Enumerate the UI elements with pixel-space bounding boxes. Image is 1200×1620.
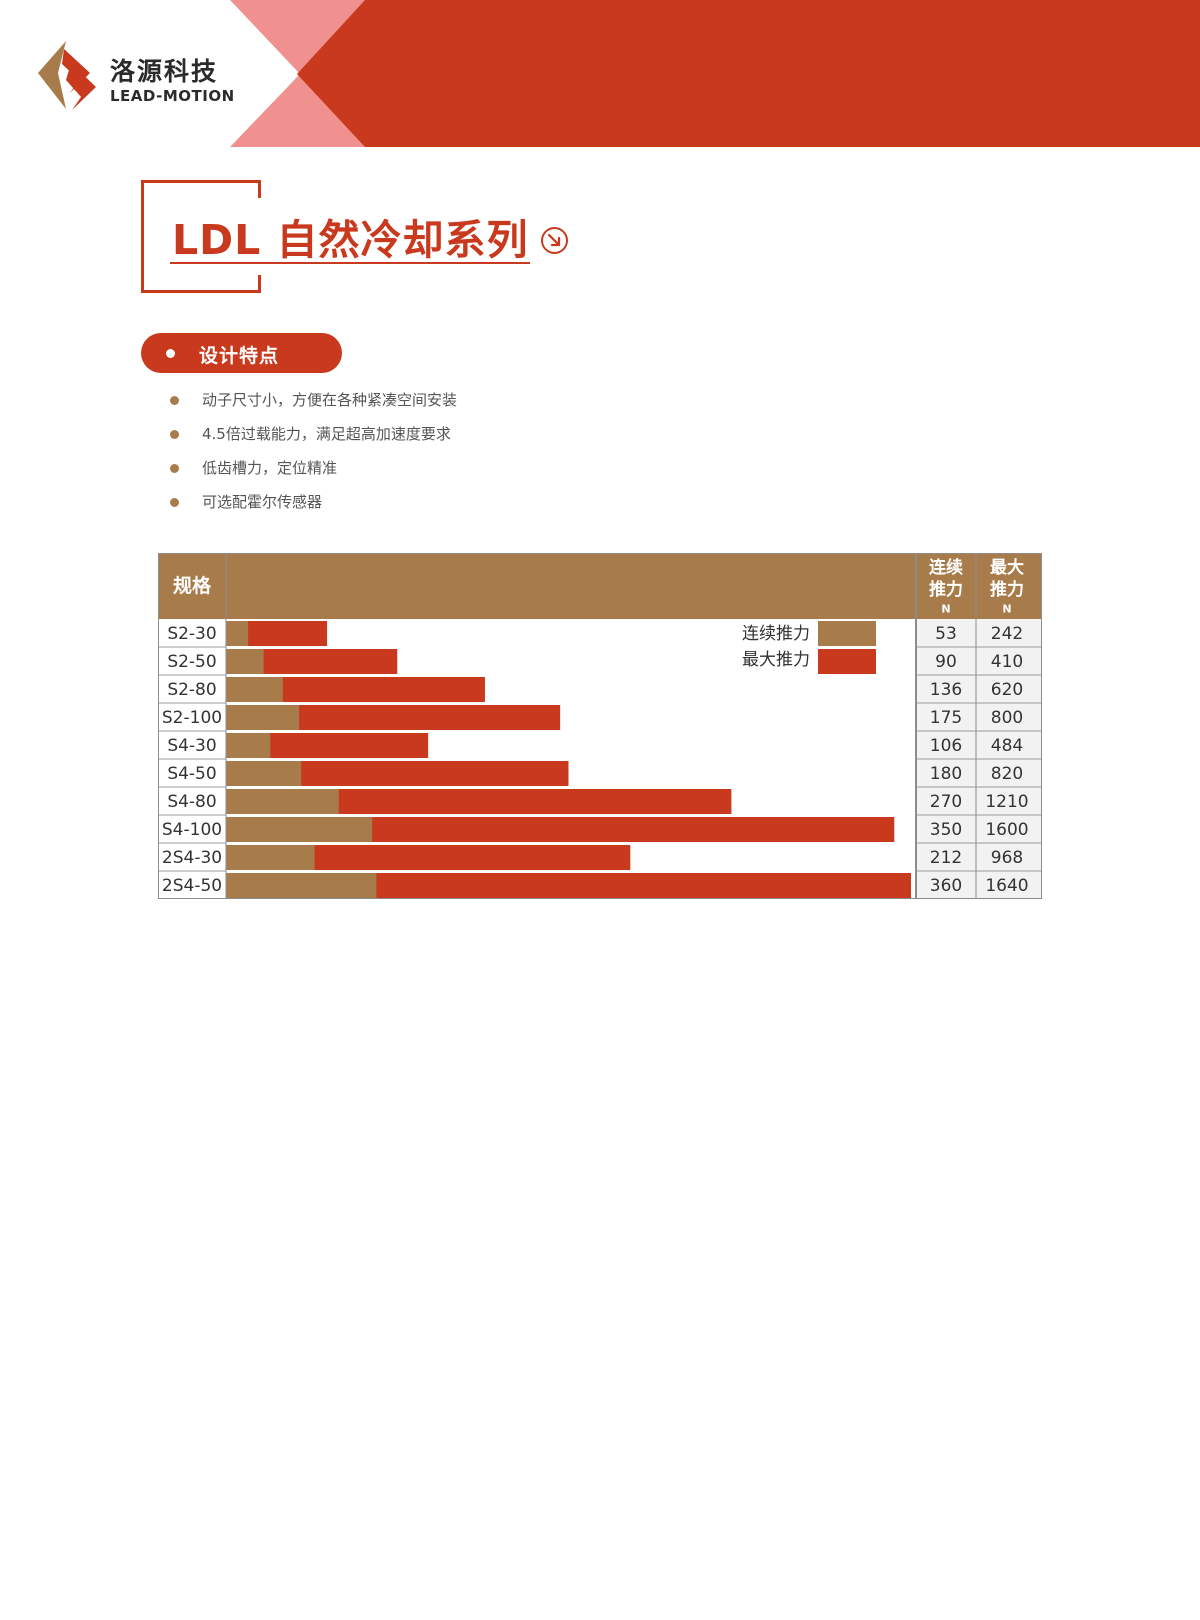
header-max-unit: N	[1002, 603, 1011, 616]
section-title-pill: 设计特点	[141, 333, 342, 373]
cont-thrust-value: 212	[930, 848, 962, 868]
arrow-down-right-icon	[541, 227, 568, 254]
row-spec-label: S2-30	[167, 624, 216, 644]
bullet-icon	[170, 464, 179, 473]
feature-item: 动子尺寸小，方便在各种紧凑空间安装	[165, 388, 965, 422]
chart-header	[158, 553, 1042, 619]
max-thrust-value: 800	[991, 708, 1023, 728]
brand-name-en: LEAD-MOTION	[110, 87, 235, 105]
row-spec-label: S2-50	[167, 652, 216, 672]
feature-text: 动子尺寸小，方便在各种紧凑空间安装	[202, 391, 458, 409]
bullet-icon	[170, 430, 179, 439]
row-spec-label: S4-100	[162, 820, 222, 840]
bar-cont-thrust	[226, 789, 339, 814]
header-spec: 规格	[173, 574, 212, 597]
cont-thrust-value: 180	[930, 764, 962, 784]
legend-label-cont: 连续推力	[742, 624, 810, 644]
row-spec-label: 2S4-30	[162, 848, 222, 868]
row-spec-label: S2-100	[162, 708, 222, 728]
max-thrust-value: 242	[991, 624, 1023, 644]
feature-item: 低齿槽力，定位精准	[165, 456, 965, 490]
legend-swatch-cont	[818, 621, 876, 646]
max-thrust-value: 820	[991, 764, 1023, 784]
legend-swatch-max	[818, 649, 876, 674]
bar-cont-thrust	[226, 677, 283, 702]
header-red-band	[297, 0, 1200, 147]
header-cont-line1: 连续	[929, 557, 963, 578]
feature-list: 动子尺寸小，方便在各种紧凑空间安装 4.5倍过载能力，满足超高加速度要求 低齿槽…	[165, 388, 965, 524]
max-thrust-value: 410	[991, 652, 1023, 672]
bullet-icon	[170, 498, 179, 507]
cont-thrust-value: 53	[935, 624, 957, 644]
brand-name-cn: 洛源科技	[110, 57, 219, 86]
feature-text: 低齿槽力，定位精准	[202, 459, 338, 477]
header-cont-unit: N	[941, 603, 950, 616]
bullet-icon	[170, 396, 179, 405]
max-thrust-value: 1600	[985, 820, 1028, 840]
bar-cont-thrust	[226, 873, 377, 898]
chart-border	[158, 553, 1042, 899]
max-thrust-value: 1640	[985, 876, 1028, 896]
feature-item: 4.5倍过载能力，满足超高加速度要求	[165, 422, 965, 456]
title-frame-tick-bottom	[258, 275, 261, 293]
max-thrust-value: 968	[991, 848, 1023, 868]
row-spec-label: S4-80	[167, 792, 216, 812]
cont-thrust-value: 136	[930, 680, 962, 700]
row-spec-label: S2-80	[167, 680, 216, 700]
bar-cont-thrust	[226, 705, 300, 730]
bar-cont-thrust	[226, 733, 271, 758]
max-thrust-value: 620	[991, 680, 1023, 700]
row-spec-label: S4-50	[167, 764, 216, 784]
header-max-line1: 最大	[990, 557, 1024, 578]
page-header: 洛源科技 LEAD-MOTION	[0, 0, 1200, 150]
row-spec-label: 2S4-50	[162, 876, 222, 896]
header-cont-line2: 推力	[929, 579, 963, 600]
section-bullet-icon	[166, 349, 175, 358]
feature-item: 可选配霍尔传感器	[165, 490, 965, 524]
row-spec-label: S4-30	[167, 736, 216, 756]
cont-thrust-value: 270	[930, 792, 962, 812]
title-frame-tick-top	[258, 180, 261, 198]
cont-thrust-value: 350	[930, 820, 962, 840]
bar-cont-thrust	[226, 761, 302, 786]
cont-thrust-value: 106	[930, 736, 962, 756]
bar-cont-thrust	[226, 649, 264, 674]
bar-cont-thrust	[226, 621, 249, 646]
legend-label-max: 最大推力	[742, 650, 810, 670]
section-title: 设计特点	[199, 345, 280, 367]
cont-thrust-value: 90	[935, 652, 957, 672]
max-thrust-value: 484	[991, 736, 1023, 756]
series-title: LDL 自然冷却系列	[172, 216, 529, 264]
feature-text: 可选配霍尔传感器	[202, 493, 323, 511]
bar-cont-thrust	[226, 845, 315, 870]
title-frame	[141, 180, 261, 293]
bar-cont-thrust	[226, 817, 373, 842]
max-thrust-value: 1210	[985, 792, 1028, 812]
header-max-line2: 推力	[990, 579, 1024, 600]
title-underline	[170, 262, 530, 264]
feature-text: 4.5倍过载能力，满足超高加速度要求	[202, 425, 451, 443]
header-banner	[38, 0, 1200, 147]
brand-logo-icon	[38, 41, 96, 110]
cont-thrust-value: 175	[930, 708, 962, 728]
cont-thrust-value: 360	[930, 876, 962, 896]
